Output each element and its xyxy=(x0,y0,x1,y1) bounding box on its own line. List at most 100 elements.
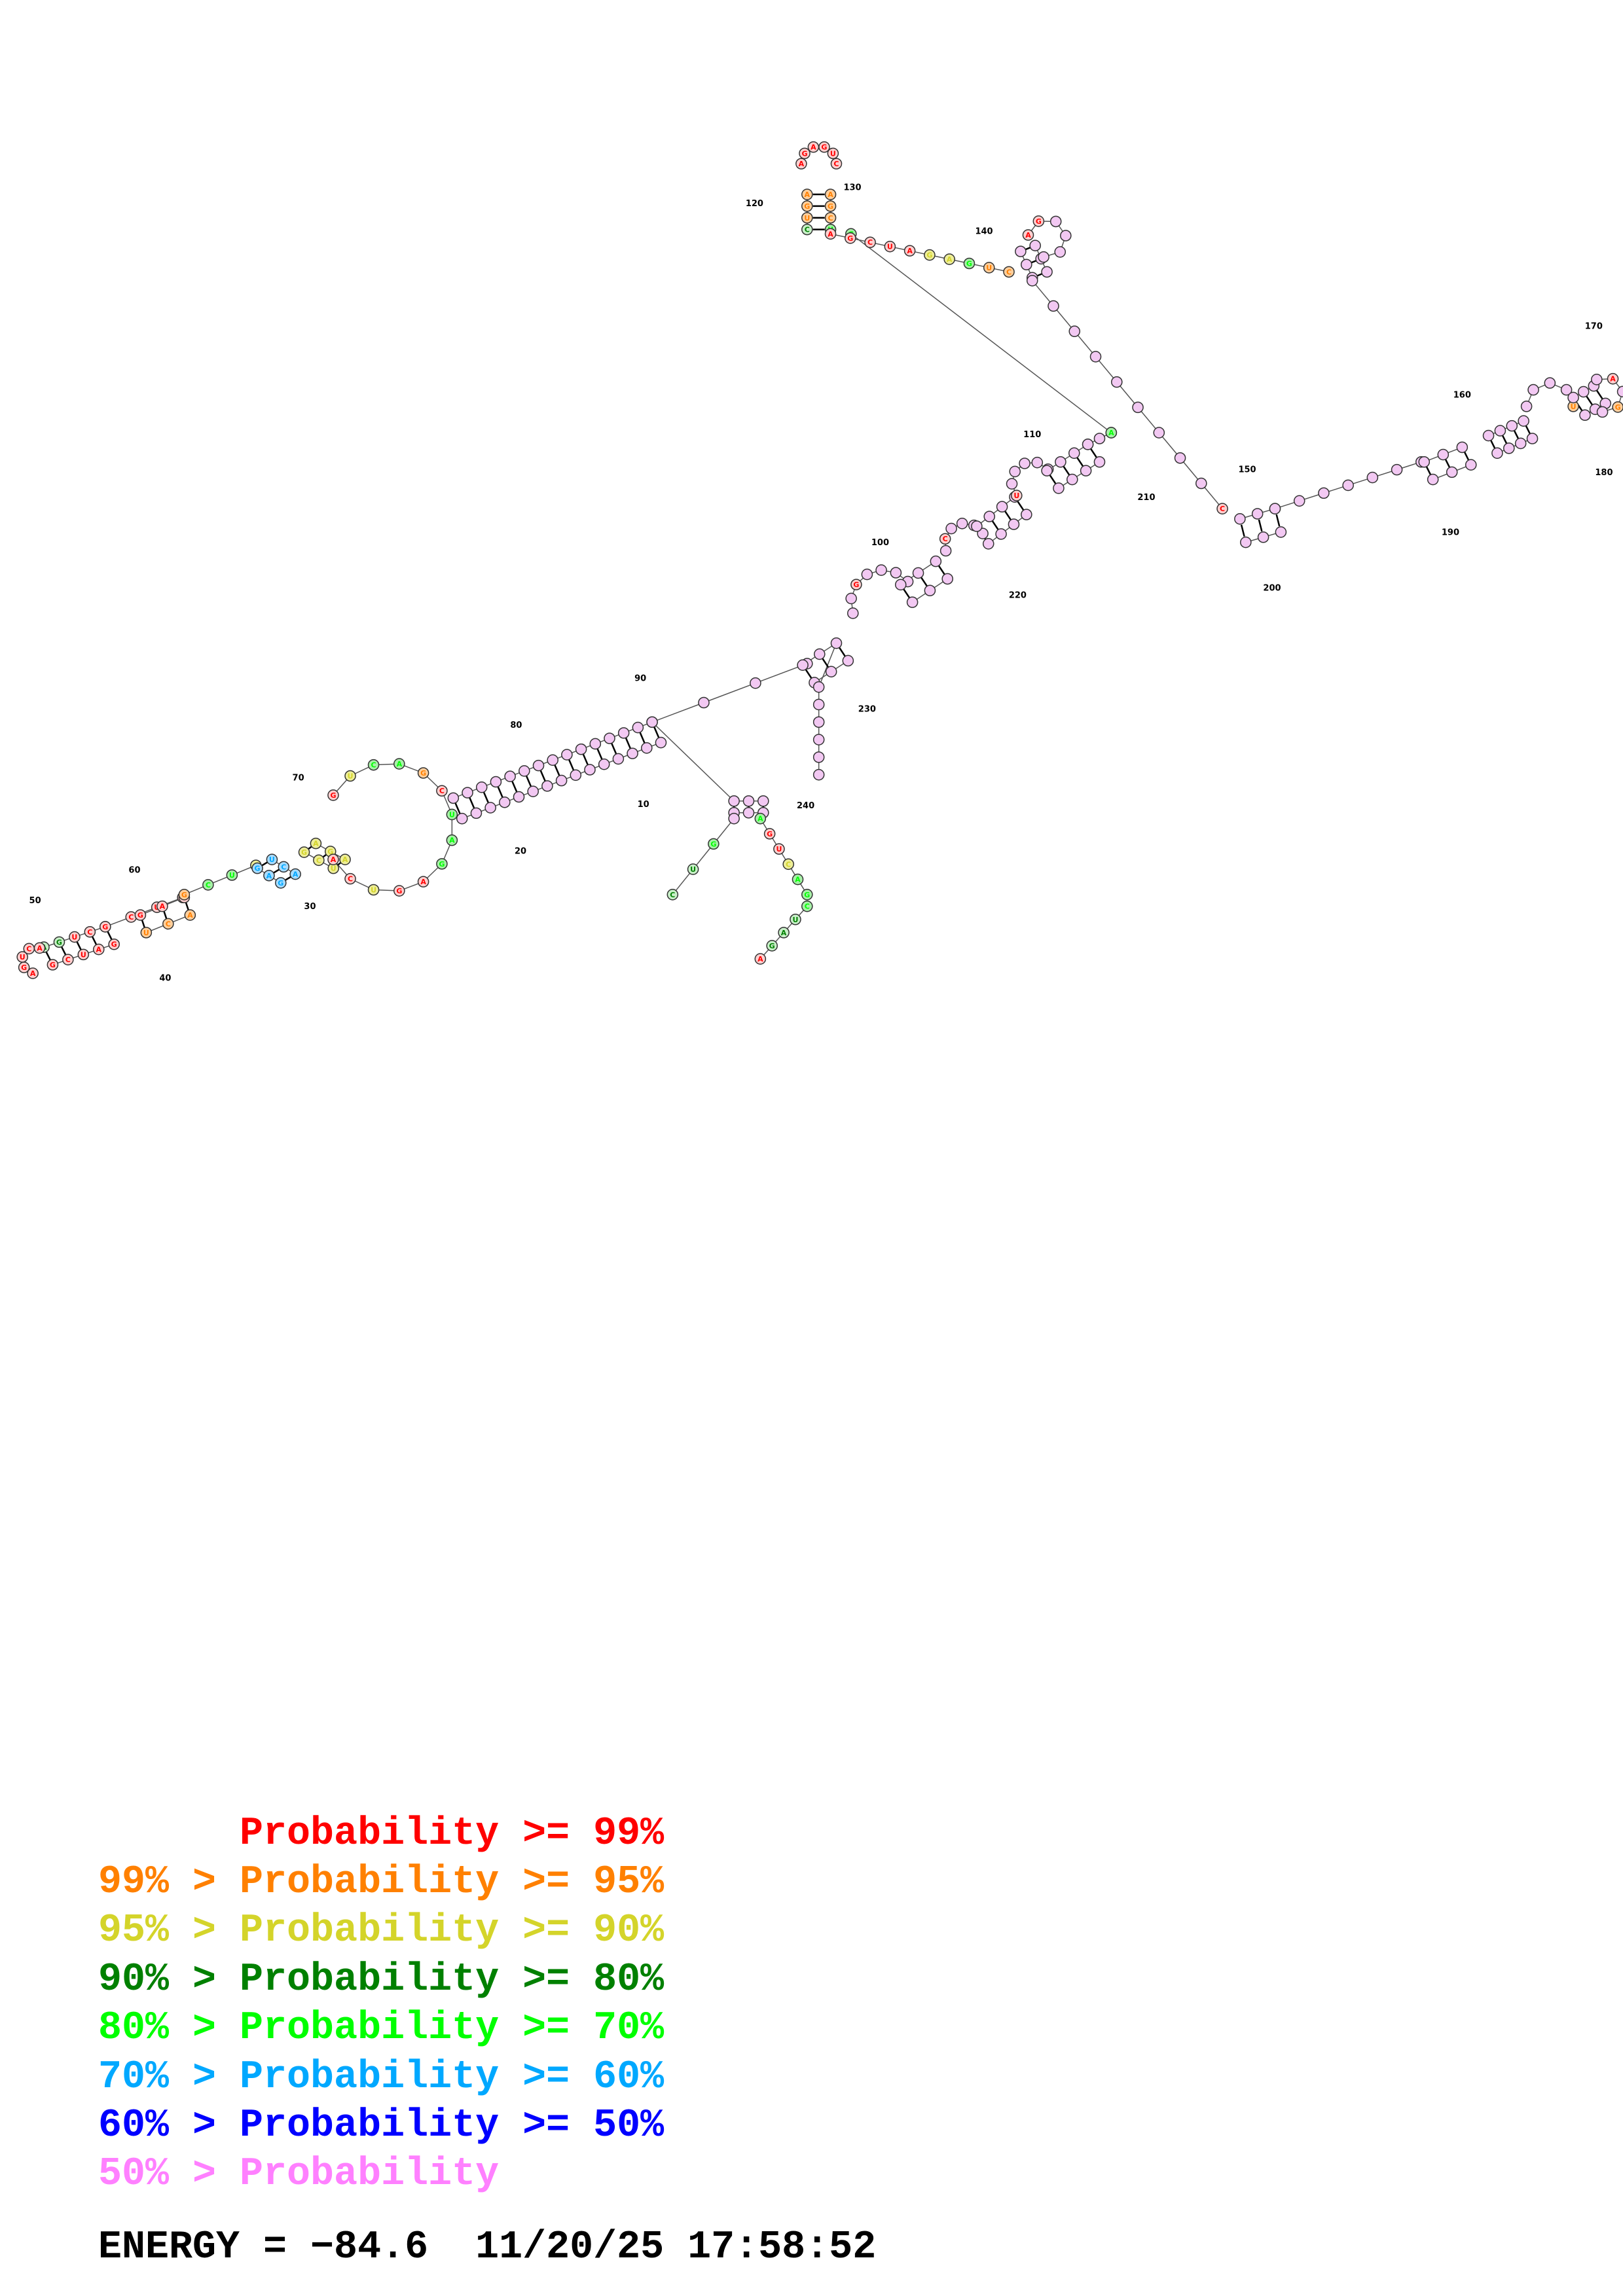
nucleotide-circle xyxy=(226,869,238,881)
nucleotide xyxy=(1041,266,1053,278)
nucleotide: G xyxy=(801,889,813,901)
nucleotide-circle xyxy=(1482,429,1495,442)
nucleotide xyxy=(1048,300,1059,312)
nucleotide xyxy=(1015,245,1027,257)
nucleotide-circle xyxy=(16,951,28,963)
nucleotide: G xyxy=(850,579,862,590)
nucleotide xyxy=(1234,513,1246,525)
nucleotide-circle xyxy=(92,943,105,956)
nucleotide-circle xyxy=(1520,401,1533,412)
position-label-120: 120 xyxy=(746,199,763,209)
nucleotide xyxy=(655,736,667,749)
base-letter: C xyxy=(65,956,71,964)
nucleotide xyxy=(1031,456,1044,469)
nucleotide-circle xyxy=(847,607,859,619)
nucleotide: A xyxy=(289,868,301,880)
nucleotide-circle xyxy=(742,806,755,819)
position-label-100: 100 xyxy=(871,538,889,548)
base-pair-bond xyxy=(1017,501,1025,511)
nucleotide-circle xyxy=(728,795,740,807)
base-letter: G xyxy=(828,202,833,211)
nucleotide xyxy=(1506,420,1518,432)
base-letter: A xyxy=(799,160,805,168)
nucleotide-circle xyxy=(687,863,699,875)
nucleotide-circle xyxy=(666,889,679,901)
nucleotide xyxy=(1026,275,1038,287)
nucleotide: U xyxy=(790,913,801,925)
nucleotide: G xyxy=(327,789,339,801)
base-pair-bond xyxy=(582,754,589,765)
base-letter: G xyxy=(710,840,716,848)
nucleotide-circle xyxy=(604,732,615,744)
nucleotide-circle xyxy=(1234,513,1246,525)
nucleotide: U xyxy=(367,884,380,896)
nucleotide: G xyxy=(766,940,778,952)
nucleotide xyxy=(1019,457,1030,469)
base-pair-bond xyxy=(497,786,503,798)
nucleotide: G xyxy=(100,921,111,933)
nucleotide-circle xyxy=(939,533,951,545)
base-letter: C xyxy=(805,903,810,911)
nucleotide: G xyxy=(799,147,811,160)
nucleotide: U xyxy=(687,863,699,875)
base-letter: A xyxy=(313,840,319,848)
base-letter: U xyxy=(269,855,275,864)
nucleotide-circle xyxy=(1195,477,1207,490)
nucleotide: A xyxy=(327,853,339,865)
base-pair-bonds xyxy=(45,193,1603,961)
position-label-140: 140 xyxy=(975,226,993,236)
base-pair-bond xyxy=(1513,429,1520,440)
nucleotide: C xyxy=(313,854,325,867)
nucleotide-circle xyxy=(845,592,857,605)
nucleotide-circle xyxy=(1366,471,1379,484)
nucleotide-circle xyxy=(541,780,553,792)
nucleotide-circle xyxy=(1021,259,1032,271)
nucleotide-circle xyxy=(930,555,942,567)
backbone-lines xyxy=(22,146,1623,974)
base-letter: U xyxy=(331,865,337,873)
nucleotide xyxy=(825,666,837,678)
nucleotide-circle xyxy=(812,681,825,693)
nucleotide-circle xyxy=(1526,433,1539,444)
nucleotide: U xyxy=(827,147,839,160)
nucleotide: G xyxy=(275,877,287,889)
nucleotide xyxy=(1153,427,1165,439)
base-pair-bond xyxy=(526,776,532,787)
backbone-segment xyxy=(850,233,1112,433)
nucleotide xyxy=(728,795,740,807)
base-pair-bond xyxy=(60,946,67,956)
nucleotide-circle xyxy=(640,742,653,754)
nucleotide xyxy=(924,584,936,597)
nucleotide xyxy=(532,759,545,772)
base-letter: G xyxy=(50,961,56,969)
nucleotide-circle xyxy=(310,837,322,850)
base-letter: C xyxy=(943,535,948,543)
base-letter: U xyxy=(804,214,810,223)
nucleotide: C xyxy=(801,223,813,236)
nucleotide-circle xyxy=(1041,465,1053,476)
nucleotide xyxy=(1518,415,1529,427)
nucleotide-circle xyxy=(830,158,843,170)
nucleotide-circle xyxy=(943,253,955,265)
position-label-60: 60 xyxy=(128,865,140,875)
base-letter: G xyxy=(181,891,187,899)
nucleotide xyxy=(1093,433,1106,444)
nucleotide: A xyxy=(754,812,767,825)
base-pair-bond xyxy=(596,748,603,760)
nucleotide xyxy=(604,732,615,744)
base-letter: G xyxy=(255,865,261,873)
nucleotide: A xyxy=(1022,229,1034,241)
nucleotide-circle xyxy=(1494,425,1506,437)
nucleotide xyxy=(1006,478,1018,490)
nucleotide-circle xyxy=(598,758,610,770)
nucleotide-circle xyxy=(251,862,263,874)
nucleotide: G xyxy=(824,200,837,212)
nucleotide-circle xyxy=(983,511,996,522)
nucleotide-circle xyxy=(202,879,214,891)
nucleotide-circle xyxy=(1003,266,1015,278)
nucleotide-circle xyxy=(519,765,530,777)
base-letter: C xyxy=(439,787,445,795)
nucleotide xyxy=(1427,473,1439,486)
nucleotide-circle xyxy=(1153,427,1165,439)
base-letter: A xyxy=(1108,429,1114,437)
